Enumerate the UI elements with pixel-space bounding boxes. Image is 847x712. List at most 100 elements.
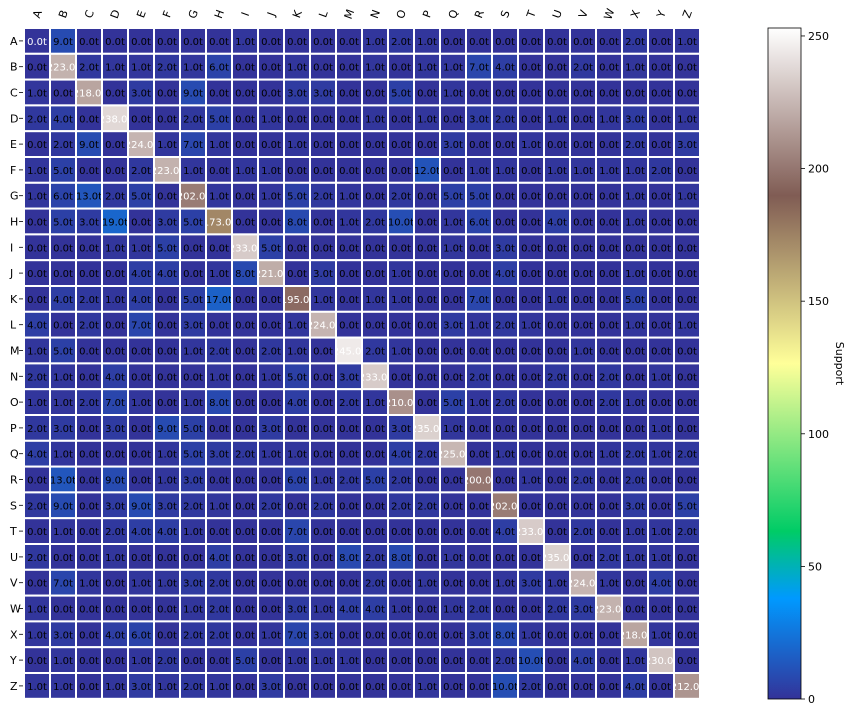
heatmap-cell-label: 1.0t (677, 114, 697, 125)
heatmap-cell (673, 207, 701, 236)
heatmap-cell (517, 104, 545, 133)
heatmap-cell-label: 1.0t (27, 398, 47, 409)
heatmap-cell-label: 0.0t (235, 63, 255, 74)
heatmap-cell-label: 1.0t (287, 63, 307, 74)
heatmap-cell-label: 0.0t (313, 579, 333, 590)
heatmap-cell-label: 1.0t (53, 682, 73, 693)
heatmap-cell-label: 2.0t (495, 321, 515, 332)
heatmap-cell-label: 2.0t (521, 682, 541, 693)
heatmap-cell-label: 6.0t (209, 63, 229, 74)
heatmap-cell-label: 0.0t (261, 553, 281, 564)
heatmap-cell (517, 620, 545, 649)
heatmap-cell-label: 0.0t (157, 630, 177, 641)
y-tick-label: F (10, 164, 16, 177)
heatmap-cell-label: 0.0t (209, 424, 229, 435)
heatmap-cell (335, 517, 363, 546)
heatmap-cell-label: 0.0t (573, 295, 593, 306)
heatmap-cell-label: 1.0t (417, 37, 437, 48)
heatmap-cell-label: 0.0t (365, 501, 385, 512)
heatmap-cell-label: 1.0t (157, 476, 177, 487)
heatmap-cell-label: 0.0t (53, 321, 73, 332)
heatmap-cell-label: 0.0t (157, 372, 177, 383)
heatmap-cell-label: 0.0t (599, 630, 619, 641)
heatmap-cell (491, 27, 519, 55)
heatmap-cell-label: 1.0t (443, 605, 463, 616)
heatmap-cell-label: 0.0t (417, 218, 437, 229)
heatmap-cell-label: 0.0t (651, 295, 671, 306)
heatmap-cell-label: 1.0t (651, 553, 671, 564)
heatmap-cell (543, 233, 571, 262)
heatmap-cell-label: 0.0t (391, 527, 411, 538)
heatmap-cell (257, 310, 285, 339)
heatmap-cell-label: 1.0t (443, 553, 463, 564)
heatmap-cell-label: 0.0t (27, 295, 47, 306)
heatmap-cell-label: 195.0t (281, 295, 314, 306)
heatmap-cell-label: 0.0t (573, 398, 593, 409)
heatmap-cell-label: 4.0t (209, 553, 229, 564)
heatmap-cell-label: 0.0t (417, 347, 437, 358)
heatmap-cell-label: 0.0t (677, 605, 697, 616)
heatmap-cell-label: 0.0t (495, 192, 515, 203)
heatmap-cell (569, 439, 597, 468)
heatmap-cell (335, 259, 363, 288)
heatmap-cell-label: 10.0t (492, 682, 518, 693)
heatmap-cell-label: 1.0t (417, 114, 437, 125)
heatmap-cell-label: 0.0t (417, 398, 437, 409)
heatmap-cell-label: 0.0t (183, 656, 203, 667)
heatmap-cell (673, 465, 701, 494)
heatmap-cell (205, 233, 233, 262)
heatmap-cell-label: 0.0t (235, 347, 255, 358)
heatmap-cell-label: 0.0t (365, 269, 385, 280)
heatmap-cell-label: 0.0t (235, 114, 255, 125)
heatmap-cell-label: 0.0t (261, 63, 281, 74)
heatmap-cell-label: 6.0t (287, 476, 307, 487)
y-tick-label: T (9, 525, 17, 538)
heatmap-cell-label: 2.0t (339, 398, 359, 409)
heatmap-cell (309, 465, 337, 494)
heatmap-cell-label: 0.0t (599, 501, 619, 512)
heatmap-cell-label: 0.0t (547, 501, 567, 512)
heatmap-cell (49, 310, 77, 339)
heatmap-cell-label: 0.0t (443, 295, 463, 306)
y-tick-label: V (10, 577, 18, 590)
heatmap-cell (361, 543, 389, 571)
heatmap-cell-label: 0.0t (651, 347, 671, 358)
heatmap-cell-label: 1.0t (365, 114, 385, 125)
heatmap-cell-label: 0.0t (495, 295, 515, 306)
heatmap-cell-label: 1.0t (573, 347, 593, 358)
heatmap-cell-label: 3.0t (157, 218, 177, 229)
heatmap-cell-label: 9.0t (105, 476, 125, 487)
heatmap-cell (283, 672, 311, 700)
heatmap-cell (309, 491, 337, 520)
heatmap-cell-label: 0.0t (261, 89, 281, 100)
heatmap-cell-label: 0.0t (287, 114, 307, 125)
heatmap-cell (647, 491, 675, 520)
heatmap-cell-label: 7.0t (131, 321, 151, 332)
heatmap-cell-label: 0.0t (651, 140, 671, 151)
heatmap-cell-label: 0.0t (651, 218, 671, 229)
heatmap-cell-label: 2.0t (183, 114, 203, 125)
heatmap-cell-label: 0.0t (469, 527, 489, 538)
heatmap-cell-label: 1.0t (53, 450, 73, 461)
heatmap-cell (101, 388, 129, 417)
heatmap-cell-label: 0.0t (261, 656, 281, 667)
heatmap-cell (647, 104, 675, 133)
heatmap-cell-label: 0.0t (599, 269, 619, 280)
heatmap-cell-label: 0.0t (469, 682, 489, 693)
heatmap-cell (231, 568, 259, 597)
heatmap-cell-label: 4.0t (625, 682, 645, 693)
heatmap-cell-label: 3.0t (53, 630, 73, 641)
heatmap-cell-label: 1.0t (183, 605, 203, 616)
heatmap-cell-label: 0.0t (417, 295, 437, 306)
x-tick-label: I (239, 10, 252, 18)
heatmap-cell-label: 0.0t (339, 527, 359, 538)
heatmap-cell-label: 9.0t (53, 37, 73, 48)
heatmap-cell-label: 0.0t (521, 372, 541, 383)
heatmap-cell (621, 336, 649, 365)
heatmap-cell (75, 336, 103, 365)
heatmap-cell-label: 3.0t (287, 89, 307, 100)
heatmap-cell (439, 78, 467, 107)
heatmap-cell-label: 0.0t (391, 630, 411, 641)
heatmap-cell-label: 1.0t (235, 166, 255, 177)
